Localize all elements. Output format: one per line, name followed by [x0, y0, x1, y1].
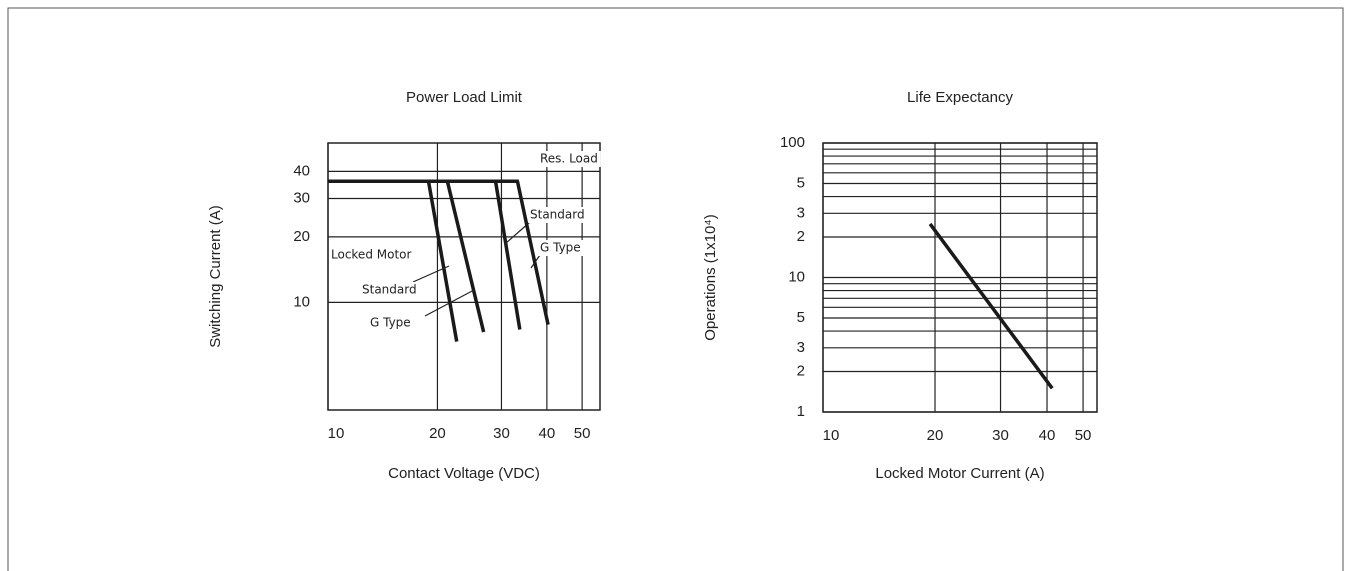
label-bg — [527, 207, 588, 223]
x-axis-label: Contact Voltage (VDC) — [388, 465, 540, 482]
leader-line — [412, 265, 450, 283]
series-label: Res. Load — [540, 152, 598, 166]
leader-line — [424, 289, 475, 317]
y-tick-label: 10 — [788, 268, 805, 285]
x-tick-label: 30 — [493, 425, 510, 442]
data-line — [426, 181, 459, 342]
series-label: Standard — [530, 208, 585, 222]
y-tick-label: 2 — [797, 228, 805, 245]
x-tick-label: 10 — [823, 427, 840, 444]
x-tick-label: 50 — [1075, 427, 1092, 444]
y-tick-label: 1 — [797, 403, 805, 420]
y-tick-label: 30 — [293, 190, 310, 207]
y-tick-label: 5 — [797, 174, 805, 191]
y-tick-label: 5 — [797, 309, 805, 326]
chart-title: Power Load Limit — [406, 89, 523, 106]
series-label: G Type — [370, 316, 411, 330]
y-axis-label: Switching Current (A) — [207, 205, 224, 348]
data-line — [928, 222, 1054, 390]
leader-line — [530, 254, 541, 269]
x-tick-label: 20 — [429, 425, 446, 442]
label-bg — [329, 247, 415, 263]
x-tick-label: 20 — [927, 427, 944, 444]
y-axis-label: Operations (1x10⁴) — [702, 214, 719, 341]
annotation: Locked Motor — [331, 248, 411, 262]
data-line — [515, 180, 550, 325]
label-bg — [537, 240, 584, 256]
x-tick-label: 40 — [1039, 427, 1056, 444]
y-tick-label: 10 — [293, 293, 310, 310]
frame — [7, 7, 1344, 571]
x-axis-label: Locked Motor Current (A) — [875, 465, 1044, 482]
y-tick-label: 100 — [780, 134, 805, 151]
x-tick-label: 50 — [574, 425, 591, 442]
label-bg — [537, 151, 601, 167]
label-bg — [367, 315, 414, 331]
label-bg — [359, 282, 420, 298]
y-tick-label: 20 — [293, 228, 310, 245]
x-tick-label: 10 — [328, 425, 345, 442]
y-tick-label: 2 — [797, 362, 805, 379]
series-label: G Type — [540, 241, 581, 255]
y-tick-label: 40 — [293, 162, 310, 179]
series-label: Standard — [362, 283, 417, 297]
data-line — [445, 180, 486, 333]
y-tick-label: 3 — [797, 204, 805, 221]
y-tick-label: 3 — [797, 339, 805, 356]
chart-title: Life Expectancy — [907, 89, 1013, 106]
x-tick-label: 40 — [539, 425, 556, 442]
x-tick-label: 30 — [992, 427, 1009, 444]
data-line — [493, 181, 522, 330]
